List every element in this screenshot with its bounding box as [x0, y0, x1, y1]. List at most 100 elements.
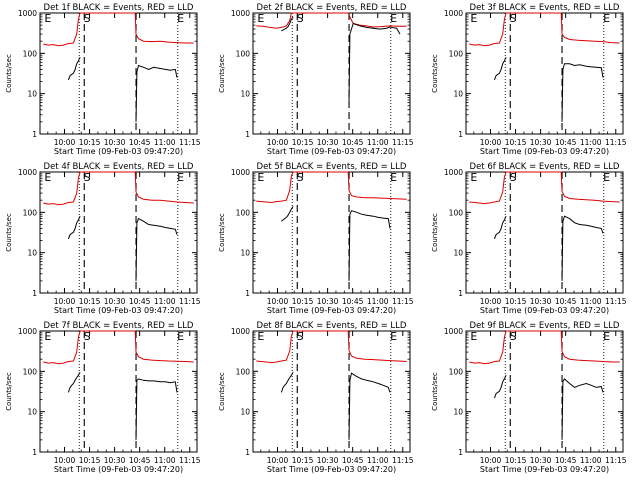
- series-line-events: [281, 206, 294, 222]
- region-marker-S: S: [297, 12, 304, 25]
- chart-title: Det 9f BLACK = Events, RED = LLD: [470, 321, 620, 331]
- series-line-lld: [469, 12, 620, 47]
- chart-panel-1: Det 1f BLACK = Events, RED = LLD 1 10 100 10…: [5, 3, 201, 156]
- plot-frame: [252, 171, 411, 294]
- series-line-events: [348, 210, 391, 281]
- chart-title: Det 7f BLACK = Events, RED = LLD: [44, 321, 194, 331]
- y-axis-label: Counts/sec: [431, 54, 439, 93]
- y-tick-label: 10: [240, 249, 250, 258]
- region-marker-E: E: [603, 330, 610, 343]
- chart-panel-3: Det 3f BLACK = Events, RED = LLD 1 10 100 10…: [431, 3, 627, 156]
- y-tick-label: 10: [27, 408, 37, 417]
- chart-title: Det 1f BLACK = Events, RED = LLD: [44, 3, 194, 13]
- region-marker-E: E: [390, 171, 397, 184]
- series-line-lld: [469, 171, 620, 205]
- region-marker-S: S: [510, 330, 517, 343]
- chart-title: Det 3f BLACK = Events, RED = LLD: [470, 3, 620, 13]
- y-tick-label: 1: [458, 448, 463, 457]
- series-line-events: [348, 22, 401, 103]
- chart-title: Det 2f BLACK = Events, RED = LLD: [257, 3, 407, 13]
- y-axis-label: Counts/sec: [431, 372, 439, 411]
- y-axis-label: Counts/sec: [5, 213, 13, 252]
- x-axis-label: Start Time (09-Feb-03 09:47:20): [54, 147, 183, 156]
- series-line-events: [67, 56, 81, 81]
- region-marker-S: S: [510, 12, 517, 25]
- chart-panel-7: Det 7f BLACK = Events, RED = LLD 1 10 100 10…: [5, 321, 201, 474]
- x-tick-label: 11:00: [154, 297, 176, 306]
- y-tick-label: 100: [23, 49, 38, 58]
- y-tick-label: 1000: [444, 168, 463, 177]
- x-tick-label: 11:00: [154, 138, 176, 147]
- x-tick-label: 10:00: [54, 297, 76, 306]
- chart-panel-5: Det 5f BLACK = Events, RED = LLD 1 10 100 10…: [218, 162, 414, 315]
- x-tick-label: 10:30: [104, 297, 126, 306]
- chart-title: Det 4f BLACK = Events, RED = LLD: [44, 162, 194, 172]
- x-axis-label: Start Time (09-Feb-03 09:47:20): [480, 147, 609, 156]
- y-axis-label: Counts/sec: [5, 372, 13, 411]
- series-line-events: [135, 217, 178, 281]
- y-axis-label: Counts/sec: [5, 54, 13, 93]
- x-tick-label: 11:15: [392, 297, 414, 306]
- series-line-lld: [256, 12, 407, 29]
- region-marker-E: E: [470, 171, 477, 184]
- series-line-lld: [43, 330, 194, 365]
- plot-frame: [39, 171, 198, 294]
- region-marker-S: S: [297, 171, 304, 184]
- region-marker-S: S: [510, 171, 517, 184]
- y-axis-label: Counts/sec: [218, 54, 226, 93]
- y-tick-label: 1: [458, 289, 463, 298]
- y-tick-label: 100: [236, 49, 251, 58]
- x-tick-label: 11:00: [580, 138, 602, 147]
- series-line-lld: [43, 171, 194, 206]
- chart-title: Det 8f BLACK = Events, RED = LLD: [257, 321, 407, 331]
- x-tick-label: 10:00: [267, 138, 289, 147]
- plot-frame: [39, 330, 198, 453]
- x-tick-label: 10:45: [342, 297, 364, 306]
- chart-title: Det 6f BLACK = Events, RED = LLD: [470, 162, 620, 172]
- chart-panel-8: Det 8f BLACK = Events, RED = LLD 1 10 100 10…: [218, 321, 414, 474]
- region-marker-E: E: [257, 330, 264, 343]
- y-tick-label: 100: [23, 367, 38, 376]
- region-marker-E: E: [257, 171, 264, 184]
- y-tick-label: 1: [245, 289, 250, 298]
- x-tick-label: 10:15: [79, 297, 101, 306]
- x-axis-label: Start Time (09-Feb-03 09:47:20): [480, 465, 609, 474]
- x-tick-label: 11:00: [580, 456, 602, 465]
- region-marker-E: E: [390, 12, 397, 25]
- x-tick-label: 10:45: [555, 138, 577, 147]
- y-tick-label: 10: [240, 90, 250, 99]
- x-tick-label: 11:15: [179, 138, 201, 147]
- series-line-events: [561, 378, 604, 440]
- x-tick-label: 10:15: [292, 297, 314, 306]
- series-line-events: [67, 371, 81, 393]
- series-line-events: [561, 63, 604, 122]
- chart-panel-2: Det 2f BLACK = Events, RED = LLD 1 10 100 10…: [218, 3, 414, 156]
- x-tick-label: 10:45: [555, 456, 577, 465]
- region-marker-E: E: [44, 330, 51, 343]
- region-marker-S: S: [297, 330, 304, 343]
- x-tick-label: 10:30: [317, 456, 339, 465]
- x-tick-label: 11:15: [392, 138, 414, 147]
- x-tick-label: 11:00: [580, 297, 602, 306]
- x-tick-label: 10:00: [480, 138, 502, 147]
- series-line-events: [348, 372, 391, 440]
- series-line-events: [493, 56, 507, 81]
- y-tick-label: 100: [449, 49, 464, 58]
- series-line-events: [493, 215, 507, 240]
- x-tick-label: 10:15: [79, 138, 101, 147]
- x-axis-label: Start Time (09-Feb-03 09:47:20): [54, 465, 183, 474]
- series-line-events: [281, 16, 294, 32]
- x-axis-label: Start Time (09-Feb-03 09:47:20): [54, 306, 183, 315]
- x-tick-label: 10:30: [104, 456, 126, 465]
- y-tick-label: 10: [27, 249, 37, 258]
- x-tick-label: 10:45: [129, 138, 151, 147]
- region-marker-E: E: [177, 12, 184, 25]
- region-marker-E: E: [390, 330, 397, 343]
- y-tick-label: 1: [32, 289, 37, 298]
- series-line-events: [135, 378, 178, 440]
- y-tick-label: 10: [27, 90, 37, 99]
- y-tick-label: 1: [245, 130, 250, 139]
- region-marker-E: E: [470, 12, 477, 25]
- y-tick-label: 1000: [231, 168, 250, 177]
